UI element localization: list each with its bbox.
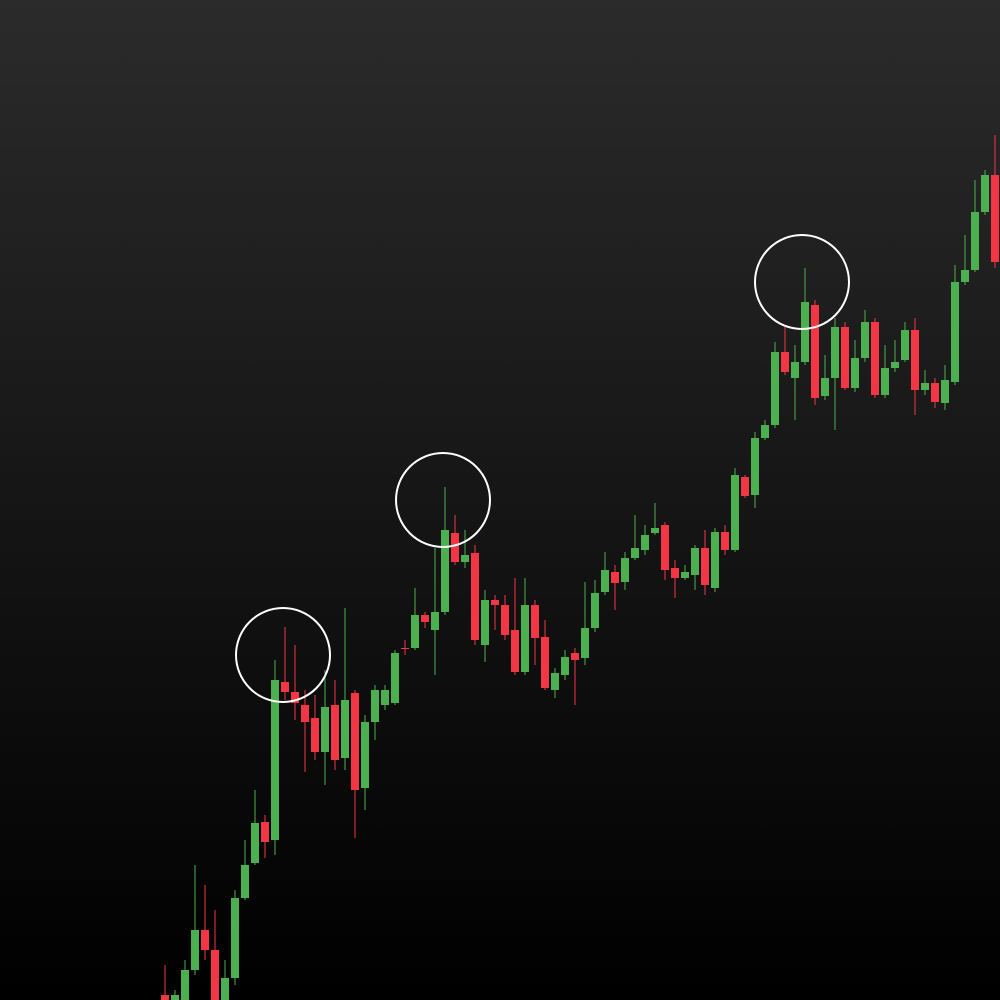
candle-body: [891, 362, 899, 368]
candle-body: [751, 438, 759, 495]
candle-body: [711, 532, 719, 588]
candle-body: [181, 970, 189, 1000]
candle-body: [491, 600, 499, 605]
candle-body: [311, 718, 319, 752]
candle-body: [431, 612, 439, 630]
candle-body: [761, 425, 769, 438]
candle-body: [911, 330, 919, 390]
candle-body: [571, 653, 579, 660]
candles: [161, 135, 999, 1000]
candle-body: [581, 628, 589, 658]
candle-body: [821, 378, 829, 396]
highlight-circle: [395, 452, 491, 548]
candle-body: [641, 535, 649, 550]
candle-body: [361, 722, 369, 788]
candle-body: [521, 605, 529, 672]
candle-body: [501, 605, 509, 635]
candle-body: [191, 930, 199, 970]
candle-body: [401, 648, 409, 649]
candle-body: [831, 327, 839, 378]
highlight-circle: [754, 234, 850, 330]
candle-body: [441, 530, 449, 612]
candle-body: [351, 693, 359, 790]
candle-body: [811, 305, 819, 398]
candle-body: [201, 930, 209, 950]
candle-body: [731, 475, 739, 550]
candle-body: [561, 657, 569, 675]
candle-body: [391, 653, 399, 703]
candle-body: [661, 525, 669, 570]
candle-body: [451, 533, 459, 562]
candle-body: [281, 682, 289, 692]
candle-body: [871, 322, 879, 395]
candle-body: [481, 600, 489, 645]
candle-body: [951, 282, 959, 382]
candle-body: [541, 637, 549, 688]
candle-body: [691, 548, 699, 575]
candle-body: [861, 322, 869, 358]
candle-body: [881, 368, 889, 395]
candle-body: [551, 673, 559, 690]
candle-body: [841, 327, 849, 388]
candle-body: [471, 553, 479, 640]
candle-body: [371, 690, 379, 722]
candle-body: [721, 532, 729, 550]
candle-body: [591, 593, 599, 628]
candle-body: [331, 705, 339, 760]
candle-body: [251, 823, 259, 863]
candle-body: [741, 477, 749, 496]
candle-body: [261, 822, 269, 842]
candle-body: [461, 555, 469, 562]
candle-body: [621, 558, 629, 582]
candle-body: [921, 383, 929, 390]
candle-body: [961, 270, 969, 282]
candle-body: [271, 680, 279, 840]
candle-body: [301, 705, 309, 722]
candle-body: [681, 572, 689, 578]
candle-body: [931, 383, 939, 402]
candle-body: [981, 175, 989, 212]
highlight-circle: [235, 607, 331, 703]
candle-body: [781, 352, 789, 372]
candle-body: [971, 212, 979, 270]
candle-body: [611, 572, 619, 583]
candle-body: [941, 380, 949, 403]
candle-body: [991, 175, 999, 262]
candle-body: [161, 995, 169, 1000]
candle-body: [221, 978, 229, 1000]
candle-body: [851, 358, 859, 388]
candle-body: [531, 605, 539, 638]
candle-body: [701, 548, 709, 585]
candle-body: [801, 302, 809, 362]
candle-body: [651, 528, 659, 533]
candle-body: [381, 690, 389, 705]
candle-body: [511, 630, 519, 672]
candle-body: [171, 995, 179, 1000]
candle-body: [321, 707, 329, 752]
candle-body: [791, 362, 799, 378]
candle-body: [671, 568, 679, 578]
candle-body: [231, 898, 239, 978]
candle-body: [901, 330, 909, 360]
candle-body: [341, 700, 349, 758]
candle-body: [241, 865, 249, 898]
candle-body: [211, 950, 219, 1000]
candle-body: [291, 692, 299, 703]
candle-body: [601, 570, 609, 592]
candle-body: [411, 615, 419, 648]
candle-body: [631, 548, 639, 558]
candle-body: [421, 615, 429, 622]
candle-body: [771, 352, 779, 425]
